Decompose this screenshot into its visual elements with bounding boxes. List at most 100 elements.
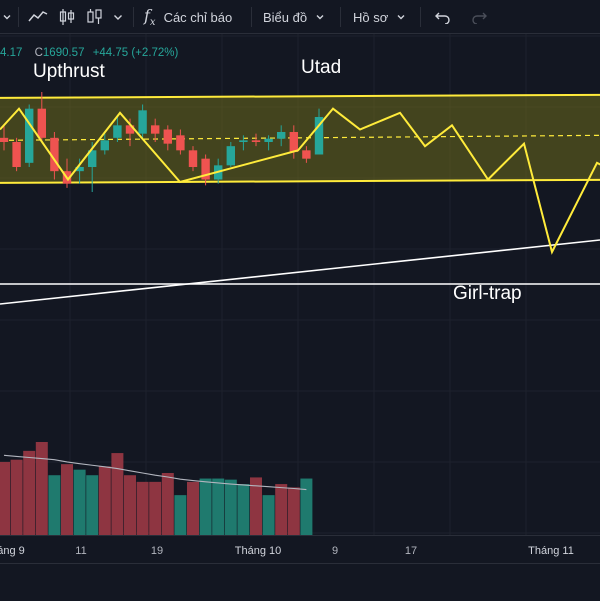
range-top-line: [0, 93, 600, 99]
candle-body: [226, 146, 235, 166]
time-axis-tick: 11: [75, 545, 87, 557]
annotation-upthrust[interactable]: Upthrust: [33, 61, 105, 82]
volume-ma-line: [3, 454, 307, 491]
volume-bar: [275, 484, 288, 535]
volume-bar: [300, 478, 313, 535]
indicators-button[interactable]: fx Các chỉ báo: [144, 0, 232, 34]
trading-range-channel[interactable]: [0, 93, 600, 184]
candle-body: [289, 132, 298, 152]
candle-body: [251, 140, 261, 142]
candle-body: [188, 150, 198, 167]
volume-bar: [250, 477, 262, 535]
time-axis-tick: 17: [404, 545, 418, 557]
candlestick-icon: [58, 8, 76, 26]
chevron-down-icon: [396, 12, 406, 22]
toolbar-divider: [133, 7, 134, 27]
legend-change: +44.75 (+2.72%): [92, 47, 179, 59]
legend-close-label: C: [34, 47, 43, 59]
range-bottom-line: [0, 178, 600, 184]
volume-bar: [23, 450, 36, 535]
candle-body: [163, 129, 172, 144]
profile-menu-label: Hồ sơ: [353, 9, 389, 25]
redo-icon: [470, 10, 488, 24]
undo-button[interactable]: [434, 0, 452, 34]
volume-bar: [262, 495, 275, 535]
time-axis-tick: Tháng 11: [528, 545, 574, 557]
bottom-panel: [0, 563, 600, 601]
toolbar-divider: [18, 7, 19, 27]
volume-bar: [10, 459, 23, 535]
volume-bar: [212, 478, 225, 535]
toolbar-divider: [251, 7, 252, 27]
candle-body: [50, 137, 59, 172]
volume-bar: [111, 453, 124, 535]
volume-bar: [48, 475, 61, 535]
line-chart-button[interactable]: [28, 0, 48, 34]
volume-bar: [199, 478, 212, 535]
candle-body: [314, 117, 324, 155]
time-axis-tick: 9: [331, 545, 339, 557]
top-toolbar: fx Các chỉ báo Biểu đồ Hồ sơ: [0, 0, 600, 34]
ohlc-legend: 4.17 C1690.57 +44.75 (+2.72%): [0, 47, 178, 59]
time-axis-tick: 19: [150, 545, 164, 557]
annotation-girl-trap[interactable]: Girl-trap: [453, 283, 522, 304]
volume-bar: [0, 461, 10, 535]
redo-button[interactable]: [470, 0, 488, 34]
legend-open-value: 4.17: [0, 47, 23, 59]
annotation-utad[interactable]: Utad: [301, 57, 342, 78]
schematic-path-line: [0, 107, 600, 255]
candle-body: [113, 125, 122, 138]
volume-bar: [187, 481, 199, 535]
candle-body: [125, 125, 135, 134]
undo-icon: [434, 10, 452, 24]
range-fill: [0, 94, 600, 183]
volume-bar: [86, 475, 99, 535]
candle-body: [37, 108, 46, 138]
line-chart-icon: [28, 9, 48, 25]
candle-body: [88, 150, 97, 167]
profile-menu-button[interactable]: Hồ sơ: [353, 0, 406, 34]
chevron-down-icon: [112, 11, 124, 23]
volume-bar: [237, 484, 250, 535]
candlestick-button[interactable]: [58, 0, 76, 34]
toolbar-divider: [340, 7, 341, 27]
bar-ohlc-icon: [86, 8, 104, 26]
wyckoff-schematic-path[interactable]: [0, 107, 600, 255]
volume-bar: [61, 464, 73, 535]
chevron-down-icon: [315, 12, 325, 22]
volume-bar: [149, 481, 162, 535]
volume-series: [0, 442, 313, 535]
volume-bar: [73, 469, 86, 535]
volume-bar: [124, 475, 136, 535]
timeframe-partial-button[interactable]: [2, 0, 12, 34]
candle-body: [0, 137, 9, 142]
bar-chart-button[interactable]: [86, 0, 104, 34]
candle-body: [12, 142, 21, 167]
legend-close-value: 1690.57: [42, 47, 85, 59]
volume-bar: [174, 495, 187, 535]
candle-body: [239, 140, 248, 142]
chevron-down-icon: [2, 12, 12, 22]
candle-body: [75, 167, 84, 172]
indicators-label: Các chỉ báo: [163, 9, 233, 25]
time-axis[interactable]: áng 9 11 19 Tháng 10 9 17 Tháng 11: [0, 535, 600, 564]
candle-body: [302, 150, 311, 159]
trend-lines[interactable]: [0, 239, 600, 305]
price-chart[interactable]: [0, 34, 600, 535]
volume-bar: [287, 487, 300, 535]
volume-bar: [136, 481, 149, 535]
candlestick-series: [0, 92, 324, 192]
time-axis-tick: áng 9: [0, 545, 25, 557]
candle-body: [151, 125, 160, 134]
chart-type-dropdown[interactable]: [112, 0, 124, 34]
function-fx-icon: fx: [144, 5, 156, 29]
volume-bar: [161, 473, 174, 535]
time-axis-tick: Tháng 10: [234, 545, 282, 557]
chart-menu-label: Biểu đồ: [263, 9, 308, 25]
rising-trendline: [0, 239, 600, 305]
candle-body: [264, 138, 273, 142]
candle-body: [100, 140, 109, 151]
chart-menu-button[interactable]: Biểu đồ: [263, 0, 325, 34]
candle-body: [277, 132, 286, 139]
candle-body: [25, 108, 34, 163]
